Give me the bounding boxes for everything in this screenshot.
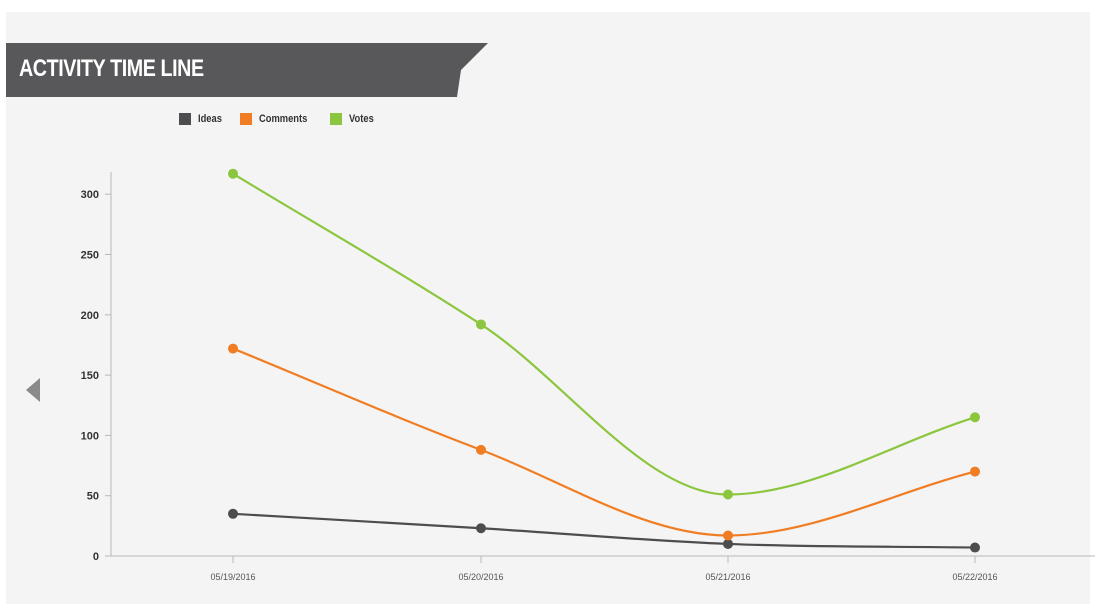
data-point-votes: [228, 168, 238, 179]
data-point-comments: [228, 343, 238, 354]
data-point-votes: [723, 489, 733, 500]
legend-label-votes: Votes: [348, 113, 374, 125]
legend-item-votes[interactable]: Votes: [329, 113, 378, 125]
y-tick-label: 50: [87, 491, 99, 503]
series-line-votes: [232, 172, 976, 496]
y-tick-label: 0: [93, 551, 99, 563]
x-tick-label: 05/19/2016: [210, 572, 255, 582]
chart-legend: Ideas Comments Votes: [179, 113, 392, 125]
x-tick-label: 05/21/2016: [705, 572, 750, 582]
x-tick-label: 05/20/2016: [458, 572, 503, 582]
legend-item-comments[interactable]: Comments: [240, 113, 316, 125]
data-point-votes: [970, 412, 980, 423]
series-line-comments: [232, 347, 976, 537]
title-banner: ACTIVITY TIME LINE: [6, 43, 488, 97]
chart-title: ACTIVITY TIME LINE: [19, 55, 204, 82]
data-point-ideas: [476, 523, 486, 534]
data-point-ideas: [970, 542, 980, 553]
chart-panel: [6, 12, 1090, 604]
y-tick-label: 100: [81, 430, 99, 442]
data-point-ideas: [228, 508, 238, 519]
y-tick-label: 200: [81, 310, 99, 322]
data-point-comments: [970, 466, 980, 477]
legend-swatch-comments: [240, 113, 253, 125]
y-tick-label: 300: [81, 189, 99, 201]
data-point-ideas: [723, 538, 733, 549]
data-point-comments: [476, 444, 486, 455]
legend-swatch-votes: [329, 113, 342, 125]
triangle-left-icon[interactable]: [26, 378, 42, 402]
y-tick-label: 150: [81, 370, 99, 382]
x-tick-label: 05/22/2016: [952, 572, 997, 582]
legend-label-comments: Comments: [259, 113, 308, 125]
data-point-comments: [723, 530, 733, 541]
data-point-votes: [476, 319, 486, 330]
legend-swatch-ideas: [179, 113, 191, 125]
series-line-ideas: [232, 512, 976, 549]
legend-label-ideas: Ideas: [198, 113, 222, 125]
y-tick-label: 250: [81, 250, 99, 262]
legend-item-ideas[interactable]: Ideas: [179, 113, 226, 125]
